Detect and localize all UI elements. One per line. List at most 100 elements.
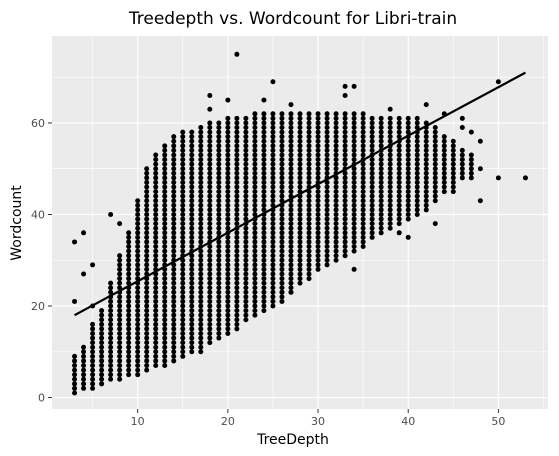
data-point (270, 152, 275, 157)
data-point (225, 120, 230, 125)
data-point (307, 253, 312, 258)
data-point (216, 217, 221, 222)
data-point (225, 166, 230, 171)
data-point (388, 157, 393, 162)
data-point (126, 368, 131, 373)
data-point (424, 203, 429, 208)
data-point (180, 281, 185, 286)
data-point (279, 139, 284, 144)
data-point (252, 294, 257, 299)
data-point (433, 171, 438, 176)
data-point (207, 198, 212, 203)
data-point (243, 230, 248, 235)
data-point (126, 267, 131, 272)
data-point (198, 180, 203, 185)
data-point (126, 308, 131, 313)
data-point (316, 226, 321, 231)
data-point (180, 340, 185, 345)
data-point (153, 322, 158, 327)
data-point (288, 180, 293, 185)
data-point (261, 175, 266, 180)
data-point (72, 363, 77, 368)
data-point (243, 308, 248, 313)
data-point (234, 217, 239, 222)
data-point (225, 244, 230, 249)
data-point (325, 253, 330, 258)
data-point (298, 162, 303, 167)
data-point (261, 111, 266, 116)
data-point (171, 281, 176, 286)
data-point (198, 226, 203, 231)
data-point (252, 125, 257, 130)
data-point (370, 212, 375, 217)
data-point (469, 166, 474, 171)
data-point (243, 239, 248, 244)
data-point (162, 271, 167, 276)
data-point (153, 317, 158, 322)
data-point (216, 253, 221, 258)
data-point (117, 331, 122, 336)
data-point (153, 152, 158, 157)
data-point (180, 217, 185, 222)
data-point (298, 226, 303, 231)
data-point (270, 130, 275, 135)
data-point (406, 157, 411, 162)
data-point (171, 207, 176, 212)
data-point (261, 162, 266, 167)
data-point (352, 111, 357, 116)
data-point (180, 345, 185, 350)
data-point (207, 143, 212, 148)
data-point (334, 139, 339, 144)
data-point (216, 212, 221, 217)
data-point (379, 143, 384, 148)
data-point (352, 171, 357, 176)
data-point (252, 281, 257, 286)
data-point (352, 152, 357, 157)
data-point (108, 281, 113, 286)
data-point (270, 171, 275, 176)
data-point (189, 148, 194, 153)
data-point (144, 363, 149, 368)
data-point (388, 203, 393, 208)
data-point (216, 258, 221, 263)
data-point (126, 249, 131, 254)
data-point (307, 203, 312, 208)
data-point (442, 148, 447, 153)
data-point (288, 226, 293, 231)
data-point (153, 230, 158, 235)
data-point (433, 143, 438, 148)
data-point (343, 221, 348, 226)
data-point (180, 203, 185, 208)
data-point (225, 157, 230, 162)
data-point (261, 294, 266, 299)
data-point (225, 171, 230, 176)
data-point (135, 299, 140, 304)
data-point (307, 271, 312, 276)
data-point (252, 271, 257, 276)
data-point (442, 166, 447, 171)
data-point (252, 249, 257, 254)
data-point (424, 143, 429, 148)
data-point (144, 207, 149, 212)
data-point (153, 166, 158, 171)
data-point (316, 134, 321, 139)
data-point (198, 134, 203, 139)
data-point (334, 235, 339, 240)
data-point (442, 175, 447, 180)
data-point (189, 331, 194, 336)
data-point (252, 175, 257, 180)
data-point (144, 221, 149, 226)
data-point (252, 221, 257, 226)
data-point (162, 148, 167, 153)
data-point (198, 308, 203, 313)
data-point (180, 207, 185, 212)
data-point (451, 180, 456, 185)
data-point (270, 267, 275, 272)
data-point (298, 134, 303, 139)
data-point (252, 262, 257, 267)
data-point (198, 345, 203, 350)
data-point (189, 304, 194, 309)
data-point (144, 281, 149, 286)
data-point (388, 180, 393, 185)
data-point (424, 189, 429, 194)
